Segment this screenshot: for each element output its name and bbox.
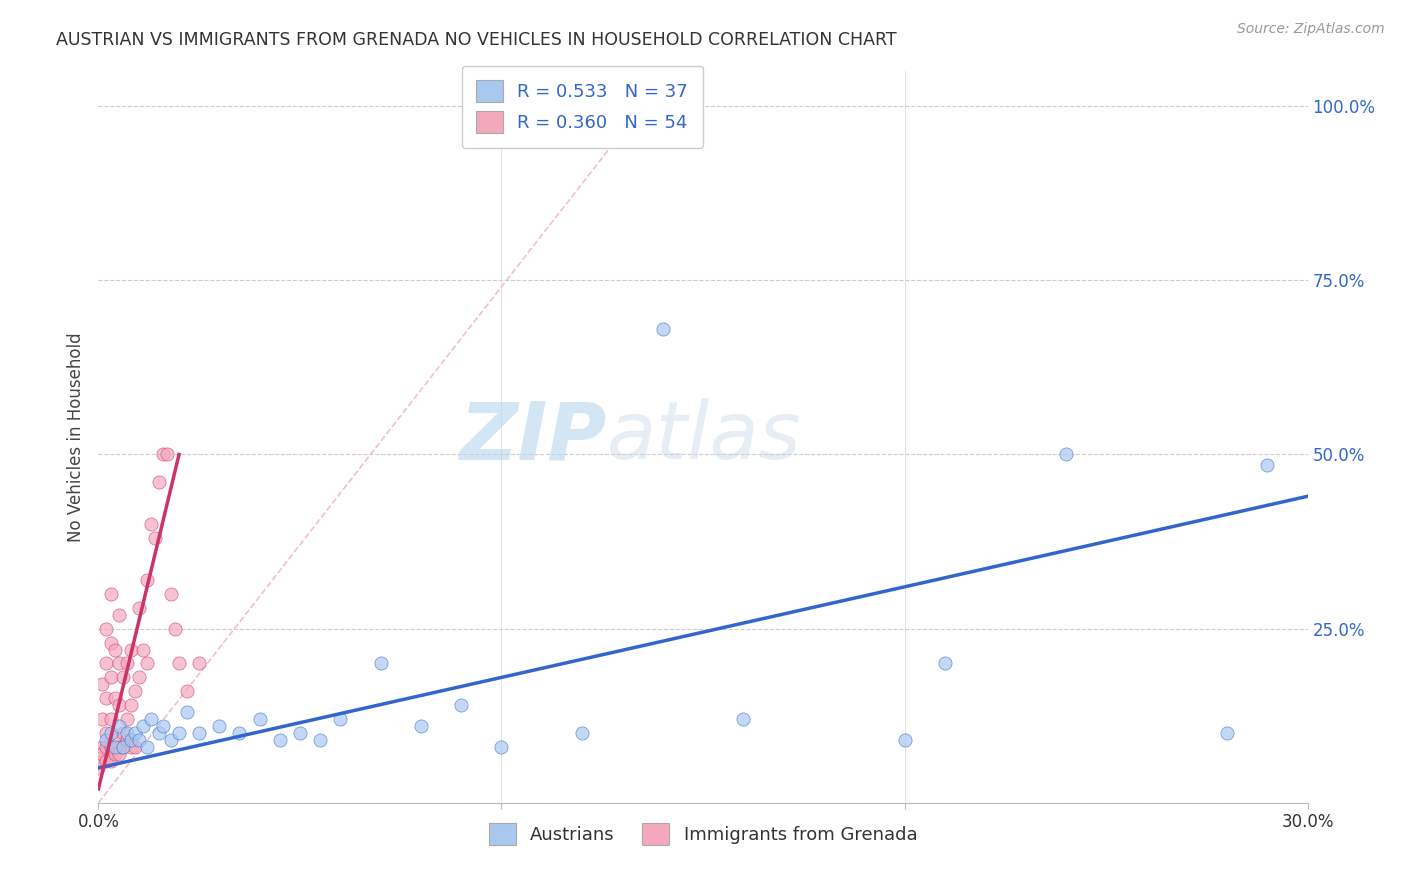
Point xyxy=(91,677,114,691)
Point xyxy=(163,622,186,636)
Text: ZIP: ZIP xyxy=(458,398,606,476)
Point xyxy=(370,657,392,671)
Point xyxy=(107,698,129,713)
Point xyxy=(107,657,129,671)
Point xyxy=(120,698,142,713)
Point xyxy=(100,726,122,740)
Point xyxy=(107,607,129,622)
Point xyxy=(96,726,118,740)
Point xyxy=(100,747,122,761)
Point xyxy=(96,622,118,636)
Point xyxy=(733,712,755,726)
Point xyxy=(100,712,122,726)
Point xyxy=(91,754,114,768)
Point xyxy=(208,719,231,733)
Point xyxy=(91,747,114,761)
Point xyxy=(409,719,432,733)
Point xyxy=(96,754,118,768)
Point xyxy=(120,733,142,747)
Point xyxy=(115,726,138,740)
Text: Source: ZipAtlas.com: Source: ZipAtlas.com xyxy=(1237,22,1385,37)
Point xyxy=(96,740,118,755)
Point xyxy=(115,712,138,726)
Point xyxy=(115,733,138,747)
Point xyxy=(1054,448,1077,462)
Point xyxy=(107,719,129,733)
Point xyxy=(571,726,593,740)
Point xyxy=(100,587,122,601)
Point xyxy=(96,691,118,706)
Point xyxy=(288,726,311,740)
Point xyxy=(152,719,174,733)
Legend: Austrians, Immigrants from Grenada: Austrians, Immigrants from Grenada xyxy=(474,809,932,860)
Point xyxy=(934,657,956,671)
Point xyxy=(148,726,170,740)
Point xyxy=(309,733,332,747)
Point xyxy=(91,740,114,755)
Point xyxy=(176,684,198,698)
Point xyxy=(651,322,673,336)
Point xyxy=(100,740,122,755)
Point xyxy=(100,754,122,768)
Point xyxy=(128,733,150,747)
Point xyxy=(111,670,134,684)
Point xyxy=(87,761,110,775)
Point xyxy=(329,712,352,726)
Text: atlas: atlas xyxy=(606,398,801,476)
Point xyxy=(128,670,150,684)
Point xyxy=(249,712,271,726)
Point xyxy=(167,726,190,740)
Point xyxy=(103,642,125,657)
Point xyxy=(120,642,142,657)
Point xyxy=(100,670,122,684)
Point xyxy=(107,747,129,761)
Point xyxy=(152,448,174,462)
Point xyxy=(111,726,134,740)
Point xyxy=(491,740,513,755)
Point xyxy=(124,740,146,755)
Point xyxy=(124,726,146,740)
Point xyxy=(132,719,155,733)
Point xyxy=(228,726,250,740)
Point xyxy=(1256,458,1278,472)
Point xyxy=(103,691,125,706)
Point xyxy=(450,698,472,713)
Point xyxy=(91,712,114,726)
Point xyxy=(156,448,179,462)
Point xyxy=(1216,726,1239,740)
Point xyxy=(148,475,170,490)
Point xyxy=(139,712,162,726)
Point xyxy=(160,587,183,601)
Point xyxy=(103,740,125,755)
Point xyxy=(269,733,291,747)
Point xyxy=(115,657,138,671)
Y-axis label: No Vehicles in Household: No Vehicles in Household xyxy=(66,332,84,542)
Point xyxy=(160,733,183,747)
Point xyxy=(143,531,166,545)
Point xyxy=(120,740,142,755)
Point xyxy=(176,705,198,719)
Point xyxy=(107,740,129,755)
Point xyxy=(132,642,155,657)
Point xyxy=(188,657,211,671)
Point xyxy=(139,517,162,532)
Point xyxy=(96,657,118,671)
Point xyxy=(135,657,157,671)
Point xyxy=(135,573,157,587)
Point xyxy=(188,726,211,740)
Point xyxy=(135,740,157,755)
Text: AUSTRIAN VS IMMIGRANTS FROM GRENADA NO VEHICLES IN HOUSEHOLD CORRELATION CHART: AUSTRIAN VS IMMIGRANTS FROM GRENADA NO V… xyxy=(56,31,897,49)
Point xyxy=(96,733,118,747)
Point xyxy=(103,733,125,747)
Point xyxy=(111,740,134,755)
Point xyxy=(111,740,134,755)
Point xyxy=(167,657,190,671)
Point xyxy=(124,684,146,698)
Point xyxy=(893,733,915,747)
Point xyxy=(128,600,150,615)
Point xyxy=(103,747,125,761)
Point xyxy=(100,635,122,649)
